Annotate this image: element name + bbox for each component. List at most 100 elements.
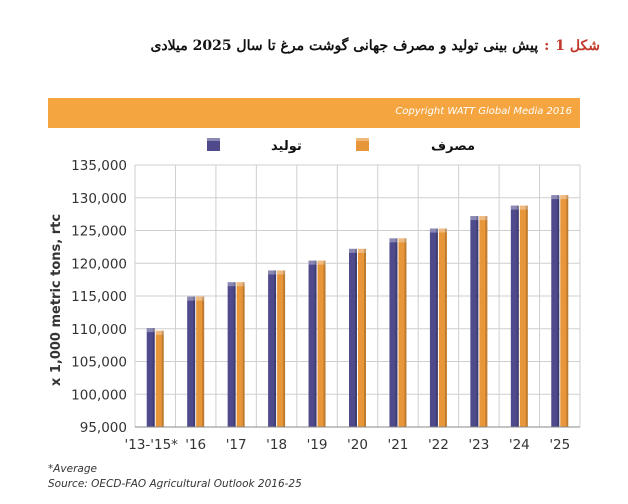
legend-swatch [356,138,369,151]
bar-shade [557,195,560,427]
bar-body [349,248,357,427]
figure-separator: : [544,38,550,54]
y-axis-label: x 1,000 metric tons, rtc [49,214,64,386]
bar-production [389,238,398,427]
bar-shade [314,260,317,427]
bar-shade [404,238,407,427]
legend-item-production: تولید [207,138,302,154]
bar-consumption [155,330,164,427]
y-tick-label: 105,000 [71,355,127,371]
bar-shade [161,330,164,427]
bar-cap [308,260,317,265]
legend-swatch-cap [207,138,220,141]
bars-layer [146,195,569,427]
bar-production [349,248,357,427]
bar-cap [187,296,196,301]
bar-cap [429,228,438,233]
figure-title: شکل 1: پیش بینی تولید و مصرف جهانی گوشت م… [0,38,600,54]
y-tick-label: 125,000 [71,224,127,240]
footnote-source: Source: OECD-FAO Agricultural Outlook 20… [48,478,302,490]
x-tick-label: '18 [266,437,287,453]
bar-shade [395,238,398,427]
bar-production [510,205,519,427]
bar-consumption [277,270,286,427]
bar-body [551,195,560,427]
legend-swatch [207,138,220,151]
axis-layer: 95,000 100,000 105,000 110,000 115,000 120,00… [71,158,580,453]
bar-cap [146,328,155,333]
footnote-average: *Average [48,463,97,475]
bar-consumption [479,216,488,427]
x-tick-label: '25 [549,437,570,453]
bar-shade [193,296,196,427]
bar-cap [277,270,286,275]
x-tick-label: '19 [307,437,328,453]
bar-shade [242,282,245,427]
y-tick-label: 115,000 [71,289,127,305]
x-tick-label: '17 [226,437,247,453]
bar-production [470,216,479,427]
bar-shade [283,270,286,427]
bar-consumption [236,282,245,427]
bar-shade [476,216,479,427]
bar-body [438,228,447,427]
x-tick-label: '20 [347,437,368,453]
copyright-text: Copyright WATT Global Media 2016 [395,106,572,117]
bar-body [398,238,407,427]
bar-production [227,282,236,427]
x-tick-label: '23 [468,437,489,453]
legend-layer: تولید مصرف [207,138,475,154]
bar-body [268,270,277,427]
bar-shade [202,296,205,427]
bar-cap [196,296,205,301]
y-tick-label: 120,000 [71,256,127,272]
bar-cap [519,205,528,210]
y-tick-label: 110,000 [71,322,127,338]
x-tick-label: '24 [509,437,530,453]
copyright-banner: Copyright WATT Global Media 2016 [48,98,580,128]
bar-shade [323,260,326,427]
bar-body [155,330,164,427]
bar-body [389,238,398,427]
bar-cap [551,195,560,200]
bar-shade [485,216,488,427]
bar-shade [364,248,366,427]
bar-cap [349,248,357,253]
bar-body [479,216,488,427]
y-tick-label: 135,000 [71,158,127,174]
bar-body [236,282,245,427]
bar-consumption [196,296,205,427]
y-tick-label: 100,000 [71,387,127,403]
bar-shade [566,195,569,427]
bar-body [358,248,366,427]
figure-title-text: پیش بینی تولید و مصرف جهانی گوشت مرغ تا … [150,38,539,54]
bar-shade [152,328,155,427]
bar-body [429,228,438,427]
bar-body [308,260,317,427]
bar-cap [227,282,236,287]
bar-cap [268,270,277,275]
legend-label: مصرف [431,139,475,154]
bar-body [519,205,528,427]
bar-production [187,296,196,427]
x-tick-label: '21 [388,437,409,453]
figure-label: شکل 1 [555,38,600,54]
bar-cap [510,205,519,210]
legend-swatch-cap [356,138,369,141]
bar-consumption [398,238,407,427]
y-tick-label: 130,000 [71,191,127,207]
bar-body [470,216,479,427]
y-tick-label: 95,000 [80,420,127,436]
bar-consumption [358,248,366,427]
bar-production [308,260,317,427]
bar-shade [355,248,357,427]
grid-layer [134,164,581,427]
bar-consumption [519,205,528,427]
bar-cap [398,238,407,243]
bar-body [317,260,326,427]
bar-cap [358,248,366,253]
bar-production [268,270,277,427]
bar-body [227,282,236,427]
bar-production [146,328,155,427]
